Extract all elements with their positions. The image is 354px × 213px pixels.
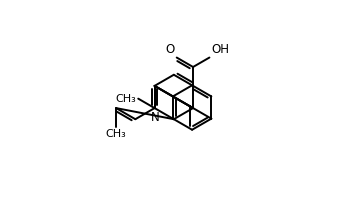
Text: CH₃: CH₃ (106, 129, 126, 139)
Text: CH₃: CH₃ (115, 94, 136, 104)
Text: O: O (165, 43, 174, 56)
Text: OH: OH (211, 43, 229, 56)
Text: N: N (151, 111, 160, 124)
